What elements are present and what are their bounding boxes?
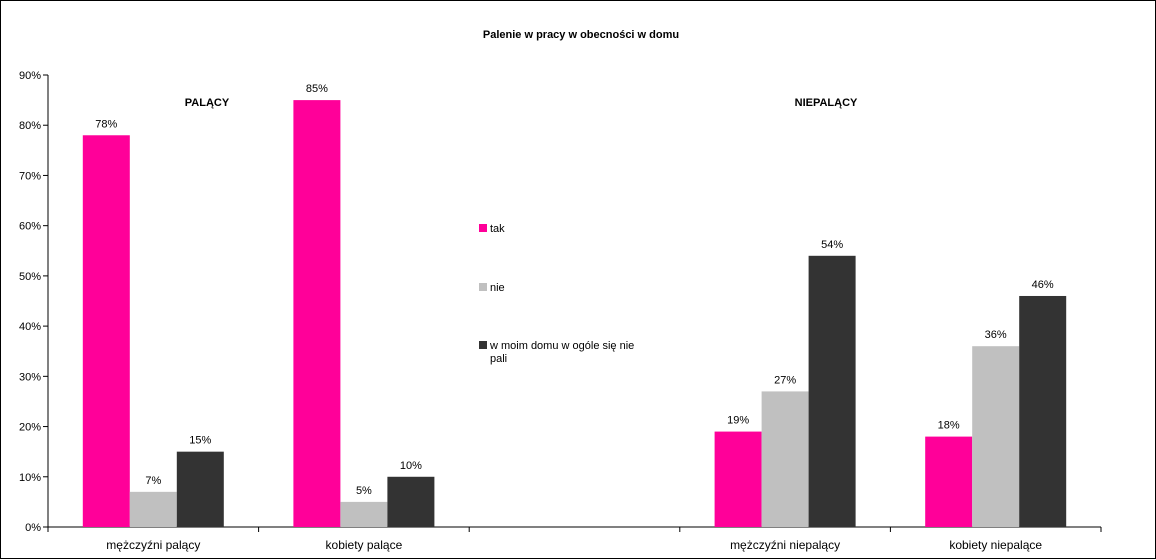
data-labels: 78% 7% 15% 85% 5% 10% 19% 27% 54% 18% 36% 46% (95, 83, 1054, 497)
legend-swatch (479, 224, 487, 232)
y-tick-label: 70% (19, 170, 41, 182)
y-tick-label: 60% (19, 221, 41, 233)
legend-label: nie (490, 282, 505, 294)
data-label: 36% (985, 329, 1007, 341)
bar (387, 476, 435, 527)
bar (1019, 295, 1067, 527)
y-tick-label: 10% (19, 472, 41, 484)
legend-label: w moim domu w ogóle się nie pali (489, 340, 634, 365)
bars (82, 100, 1067, 528)
bar (972, 346, 1020, 527)
legend-swatch (479, 283, 487, 291)
bar (808, 255, 856, 528)
x-category-label: kobiety niepalące (949, 538, 1042, 552)
data-label: 7% (145, 475, 161, 487)
y-tick-label: 50% (19, 271, 41, 283)
y-tick-label: 80% (19, 120, 41, 132)
bar (340, 501, 388, 527)
data-label: 15% (189, 435, 211, 447)
x-category-label: mężczyźni palący (106, 538, 200, 552)
legend-label: tak (490, 223, 505, 235)
y-tick-label: 20% (19, 422, 41, 434)
bar (176, 451, 224, 527)
group-label: NIEPALĄCY (795, 97, 858, 109)
bar (293, 100, 341, 527)
y-tick-label: 40% (19, 321, 41, 333)
data-label: 19% (727, 415, 749, 427)
y-tick-label: 0% (25, 522, 41, 534)
chart-title: Palenie w pracy w obecności w domu (483, 29, 679, 41)
group-label: PALĄCY (185, 97, 230, 109)
bar (714, 431, 762, 527)
legend-swatch (479, 341, 487, 349)
x-category-label: kobiety palące (326, 538, 403, 552)
legend: tak nie w moim domu w ogóle się nie pali (479, 223, 634, 365)
group-labels: PALĄCY NIEPALĄCY (185, 97, 858, 109)
y-tick-label: 30% (19, 371, 41, 383)
y-tick-label: 90% (19, 70, 41, 82)
data-label: 10% (400, 460, 422, 472)
data-label: 46% (1032, 279, 1054, 291)
data-label: 5% (356, 485, 372, 497)
data-label: 18% (938, 420, 960, 432)
x-category-label: mężczyźni niepalący (730, 538, 840, 552)
bar (925, 436, 973, 527)
y-axis: 0% 10% 20% 30% 40% 50% 60% 70% 80% 90% (19, 70, 49, 534)
bar (82, 135, 130, 527)
bar (761, 391, 809, 527)
data-label: 78% (95, 118, 117, 130)
data-label: 54% (821, 239, 843, 251)
x-axis: mężczyźni palący kobiety palące mężczyźni … (47, 526, 1102, 552)
data-label: 27% (774, 374, 796, 386)
data-label: 85% (306, 83, 328, 95)
bar (129, 491, 177, 527)
